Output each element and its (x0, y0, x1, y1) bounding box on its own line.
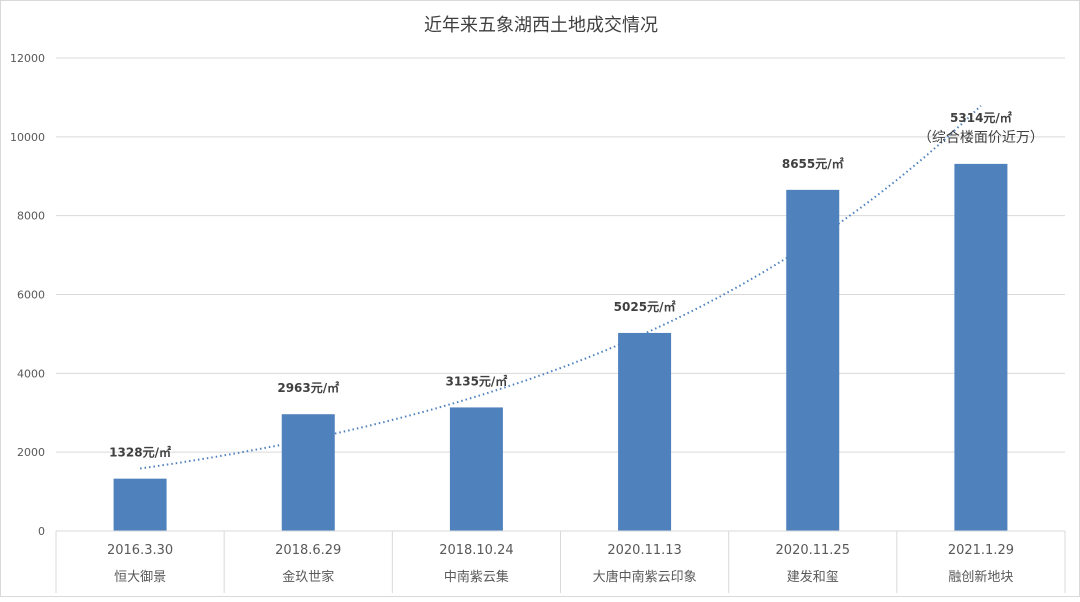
y-tick-label: 10000 (10, 131, 45, 144)
y-tick-label: 6000 (17, 289, 45, 302)
y-tick-label: 4000 (17, 367, 45, 380)
y-tick-label: 8000 (17, 210, 45, 223)
x-tick-name: 恒大御景 (114, 570, 166, 585)
bar (449, 407, 503, 531)
trendline (139, 104, 982, 470)
x-tick-name: 中南紫云集 (444, 569, 509, 585)
data-label: 3135元/㎡ (446, 373, 508, 388)
x-tick-date: 2018.10.24 (439, 543, 513, 558)
x-tick-name: 大唐中南紫云印象 (593, 569, 697, 585)
x-tick-date: 2016.3.30 (107, 543, 173, 558)
bar (281, 414, 335, 531)
bar (954, 163, 1008, 531)
x-tick-date: 2020.11.13 (607, 543, 681, 558)
data-label: 5314元/㎡ (950, 110, 1012, 125)
x-tick-date: 2020.11.25 (776, 543, 850, 558)
x-tick-name: 建发和玺 (787, 569, 839, 585)
bar (618, 332, 672, 531)
x-tick-name: 金玖世家 (282, 569, 334, 585)
data-label: 1328元/㎡ (109, 445, 171, 460)
data-label: （综合楼面价近万） (918, 130, 1044, 146)
data-label: 5025元/㎡ (614, 299, 676, 314)
y-tick-label: 12000 (10, 52, 45, 65)
chart-title: 近年来五象湖西土地成交情况 (424, 15, 658, 36)
bar (786, 189, 840, 531)
data-label: 2963元/㎡ (277, 380, 339, 395)
x-tick-date: 2018.6.29 (275, 543, 341, 558)
x-tick-date: 2021.1.29 (948, 543, 1014, 558)
y-tick-label: 0 (38, 525, 45, 538)
x-tick-name: 融创新地块 (948, 569, 1013, 585)
bar (113, 478, 167, 531)
data-label: 8655元/㎡ (782, 156, 844, 171)
y-tick-label: 2000 (17, 446, 45, 459)
